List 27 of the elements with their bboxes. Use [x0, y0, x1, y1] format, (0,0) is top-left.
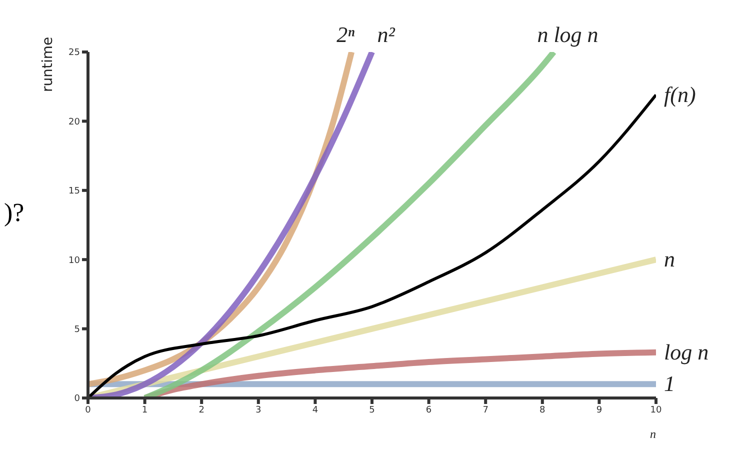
x-tick-label: 3 — [256, 405, 262, 416]
x-axis-title: n — [650, 427, 656, 441]
y-tick-label: 15 — [68, 186, 80, 197]
x-tick-label: 10 — [650, 405, 662, 416]
x-tick-label: 8 — [540, 405, 546, 416]
y-tick-label: 5 — [74, 324, 80, 335]
series-label: 2ⁿ — [336, 22, 355, 47]
series-label: log n — [664, 339, 709, 364]
x-tick-label: 4 — [312, 405, 318, 416]
x-tick-label: 7 — [482, 405, 488, 416]
x-tick-label: 9 — [596, 405, 602, 416]
y-tick-label: 25 — [68, 48, 80, 58]
y-tick-label: 20 — [68, 117, 80, 128]
series-label: f(n) — [664, 82, 696, 107]
x-tick-label: 0 — [85, 405, 92, 416]
text: )? — [4, 198, 24, 228]
x-tick-label: 6 — [426, 405, 432, 416]
x-tick-label: 2 — [198, 405, 204, 416]
series-label: 1 — [664, 371, 675, 396]
y-tick-label: 10 — [68, 256, 80, 266]
x-tick-label: 1 — [142, 405, 148, 416]
x-tick-label: 5 — [369, 405, 375, 416]
y-tick-label: 0 — [74, 394, 80, 404]
series-label: n — [664, 246, 675, 272]
series-label: n² — [377, 22, 396, 47]
y-axis-title: runtime — [40, 36, 56, 92]
series-label: n log n — [537, 22, 598, 47]
